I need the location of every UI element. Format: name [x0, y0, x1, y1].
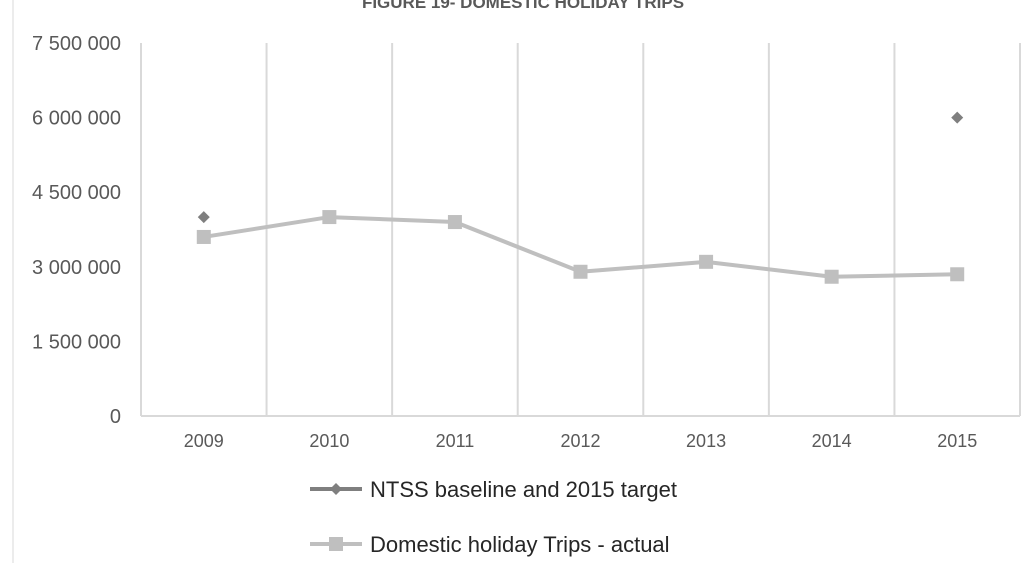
legend-item: NTSS baseline and 2015 target	[310, 477, 677, 502]
legend-item: Domestic holiday Trips - actual	[310, 532, 670, 557]
x-tick-label: 2015	[937, 431, 977, 451]
y-tick-label: 1 500 000	[32, 331, 121, 353]
legend: NTSS baseline and 2015 target Domestic ho…	[310, 477, 677, 557]
data-point-square	[950, 267, 965, 282]
data-point-square	[824, 269, 839, 284]
legend-label: Domestic holiday Trips - actual	[370, 532, 670, 557]
legend-marker-square	[329, 537, 343, 551]
y-axis-tick-labels: 0 1 500 000 3 000 000 4 500 000 6 000 000 7 5…	[32, 33, 121, 428]
x-tick-label: 2010	[309, 431, 349, 451]
y-tick-label: 4 500 000	[32, 182, 121, 204]
x-tick-label: 2012	[560, 431, 600, 451]
x-tick-label: 2013	[686, 431, 726, 451]
x-tick-label: 2014	[812, 431, 852, 451]
legend-label: NTSS baseline and 2015 target	[370, 477, 677, 502]
legend-marker-diamond	[330, 483, 342, 495]
x-tick-label: 2011	[436, 431, 475, 451]
y-tick-label: 7 500 000	[32, 33, 121, 55]
y-tick-label: 0	[110, 406, 121, 428]
data-point-square	[322, 210, 337, 225]
data-point-square	[699, 254, 714, 269]
x-tick-label: 2009	[184, 431, 224, 451]
x-axis-tick-labels: 2009 2010 2011 2012 2013 2014 2015	[184, 431, 977, 451]
data-point-diamond	[951, 111, 964, 124]
y-tick-label: 3 000 000	[32, 257, 121, 279]
y-tick-label: 6 000 000	[32, 108, 121, 130]
data-point-square	[573, 264, 588, 279]
gridlines	[140, 43, 1021, 416]
series-1	[197, 111, 964, 224]
series-2	[196, 210, 965, 284]
series-layer	[196, 111, 965, 284]
chart-title: FIGURE 19- DOMESTIC HOLIDAY TRIPS	[362, 0, 684, 12]
data-point-square	[447, 215, 462, 230]
data-point-square	[196, 229, 211, 244]
data-point-diamond	[197, 211, 210, 224]
